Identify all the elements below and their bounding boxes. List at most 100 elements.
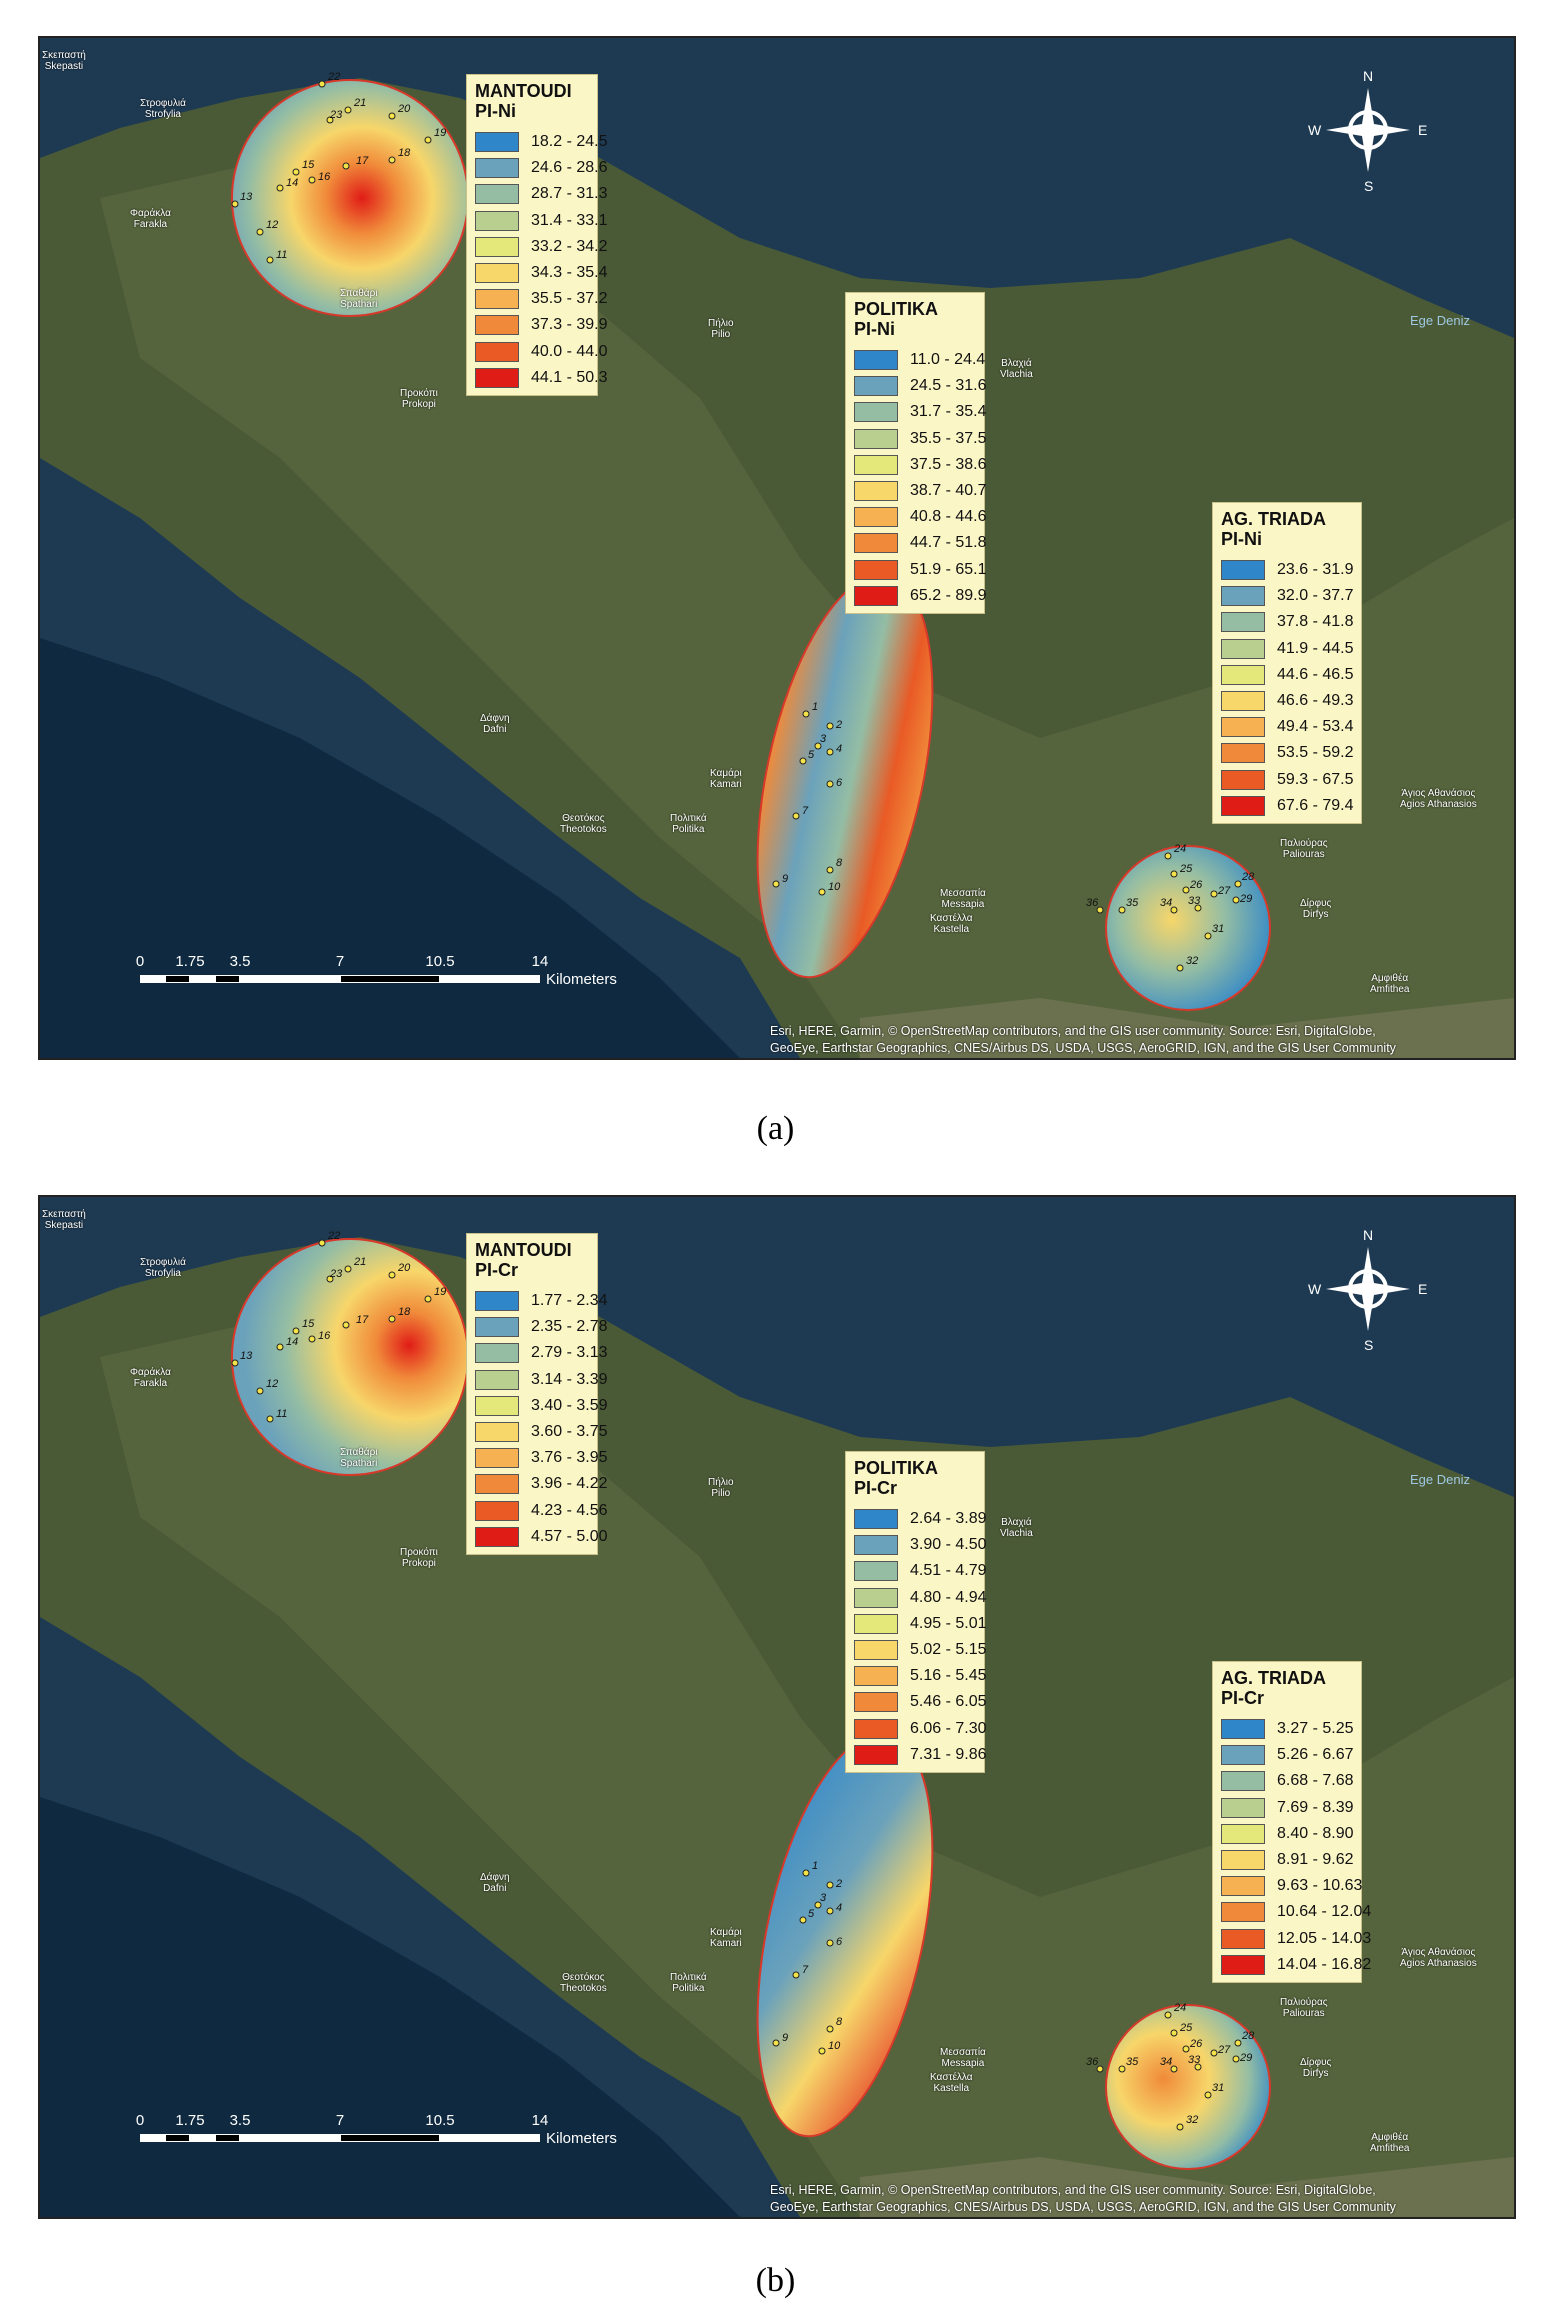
legend-range-label: 40.0 - 44.0	[531, 342, 608, 360]
point-label: 5	[808, 749, 815, 761]
legend-row: 14.04 - 16.82	[1221, 1952, 1371, 1978]
point-label: 14	[286, 1336, 298, 1348]
place-label: Στροφυλιά Strofylia	[140, 98, 186, 120]
point-label: 12	[266, 1378, 278, 1390]
legend-swatch	[1221, 1771, 1265, 1792]
legend-swatch	[475, 263, 519, 284]
legend-row: 35.5 - 37.5	[854, 426, 987, 452]
legend-range-label: 33.2 - 34.2	[531, 237, 608, 255]
point-label: 1	[812, 1860, 818, 1872]
legend-row: 6.68 - 7.68	[1221, 1768, 1354, 1794]
scale-tick: 14	[531, 953, 549, 970]
place-label: Καστέλλα Kastella	[930, 2072, 973, 2094]
legend-row: 5.02 - 5.15	[854, 1637, 987, 1663]
legend-range-label: 44.7 - 51.8	[910, 534, 987, 552]
legend-range-label: 3.27 - 5.25	[1277, 1720, 1354, 1738]
legend-swatch	[1221, 717, 1265, 738]
legend-row: 44.7 - 51.8	[854, 530, 987, 556]
place-label: Πολιτικά Politika	[670, 1972, 707, 1994]
legend-swatch	[1221, 1823, 1265, 1844]
legend-rows: 18.2 - 24.5 24.6 - 28.6 28.7 - 31.3 31.4 - …	[475, 129, 608, 391]
attribution: Esri, HERE, Garmin, © OpenStreetMap cont…	[770, 2183, 1396, 2214]
legend-row: 51.9 - 65.1	[854, 557, 987, 583]
legend-row: 2.35 - 2.78	[475, 1314, 608, 1340]
point-label: 26	[1189, 2038, 1203, 2050]
point-label: 19	[434, 1286, 446, 1298]
place-label: Δίρφυς Dirfys	[1300, 898, 1332, 920]
legend-row: 6.06 - 7.30	[854, 1716, 987, 1742]
compass-icon	[1326, 88, 1410, 172]
legend-swatch	[1221, 638, 1265, 659]
legend-swatch	[475, 1526, 519, 1547]
legend-swatch	[1221, 769, 1265, 790]
place-label: Προκόπι Prokopi	[400, 388, 438, 410]
attribution: Esri, HERE, Garmin, © OpenStreetMap cont…	[770, 1024, 1396, 1055]
point-label: 21	[353, 97, 366, 109]
legend-row: 4.95 - 5.01	[854, 1611, 987, 1637]
legend-politika: POLITIKA PI-Ni 11.0 - 24.4 24.5 - 31.6 31.…	[845, 292, 987, 614]
legend-range-label: 8.40 - 8.90	[1277, 1824, 1354, 1842]
legend-range-label: 3.96 - 4.22	[531, 1475, 608, 1493]
point-label: 18	[398, 1306, 411, 1318]
north-label: N	[1363, 68, 1374, 84]
legend-range-label: 6.06 - 7.30	[910, 1719, 987, 1737]
scale-bars	[140, 975, 540, 983]
legend-swatch	[854, 350, 898, 371]
point-label: 2	[835, 719, 842, 731]
point-label: 22	[327, 71, 340, 83]
legend-swatch	[475, 1343, 519, 1364]
place-label: Δάφνη Dafni	[480, 1872, 510, 1894]
place-label: Άγιος Αθανάσιος Agios Athanasios	[1400, 788, 1477, 810]
legend-swatch	[1221, 795, 1265, 816]
point-label: 2	[835, 1878, 842, 1890]
legend-swatch	[1221, 612, 1265, 633]
legend-range-label: 3.60 - 3.75	[531, 1423, 608, 1441]
point-label: 25	[1179, 2022, 1193, 2034]
scale-bars	[140, 2134, 540, 2142]
point-label: 31	[1212, 2082, 1224, 2094]
scale-unit: Kilometers	[546, 2130, 617, 2147]
legend-swatch	[854, 507, 898, 528]
legend-row: 4.57 - 5.00	[475, 1524, 608, 1550]
legend-row: 5.26 - 6.67	[1221, 1742, 1354, 1768]
legend-swatch	[854, 585, 898, 606]
point-label: 15	[302, 1318, 315, 1330]
legend-swatch	[475, 1369, 519, 1390]
legend-row: 67.6 - 79.4	[1221, 793, 1354, 819]
place-label: Μεσσαπία Messapia	[940, 2047, 986, 2069]
point-label: 7	[802, 805, 809, 817]
legend-swatch	[475, 367, 519, 388]
legend-swatch	[854, 559, 898, 580]
scale-tick: 0	[135, 953, 145, 970]
legend-row: 44.1 - 50.3	[475, 365, 608, 391]
point-label: 12	[266, 219, 278, 231]
legend-row: 24.6 - 28.6	[475, 155, 608, 181]
point-label: 11	[276, 1408, 287, 1420]
scale-tick: 10.5	[425, 953, 455, 970]
legend-row: 5.16 - 5.45	[854, 1663, 987, 1689]
legend-swatch	[475, 341, 519, 362]
west-label: W	[1308, 1281, 1322, 1297]
legend-swatch	[475, 1448, 519, 1469]
place-label: Σπαθάρι Spathari	[340, 288, 378, 310]
scale-tick: 0	[135, 2112, 145, 2129]
point-label: 17	[356, 155, 369, 167]
legend-row: 4.51 - 4.79	[854, 1558, 987, 1584]
point-label: 10	[828, 881, 841, 893]
legend-row: 44.6 - 46.5	[1221, 662, 1354, 688]
point-label: 28	[1241, 2030, 1255, 2042]
legend-swatch	[475, 210, 519, 231]
legend-swatch	[475, 184, 519, 205]
point-label: 9	[782, 2032, 788, 2044]
point-label: 7	[802, 1964, 809, 1976]
sample-points: 22 21 23 20 19 15 17 18 16 14 13 12 11 1…	[231, 1230, 1255, 2131]
legend-range-label: 5.16 - 5.45	[910, 1667, 987, 1685]
legend-row: 10.64 - 12.04	[1221, 1899, 1371, 1925]
legend-range-label: 2.64 - 3.89	[910, 1510, 987, 1528]
legend-range-label: 51.9 - 65.1	[910, 560, 987, 578]
legend-swatch	[475, 158, 519, 179]
legend-range-label: 24.6 - 28.6	[531, 159, 608, 177]
legend-title: AG. TRIADA	[1221, 509, 1326, 529]
point-label: 6	[836, 777, 843, 789]
legend-range-label: 4.23 - 4.56	[531, 1501, 608, 1519]
